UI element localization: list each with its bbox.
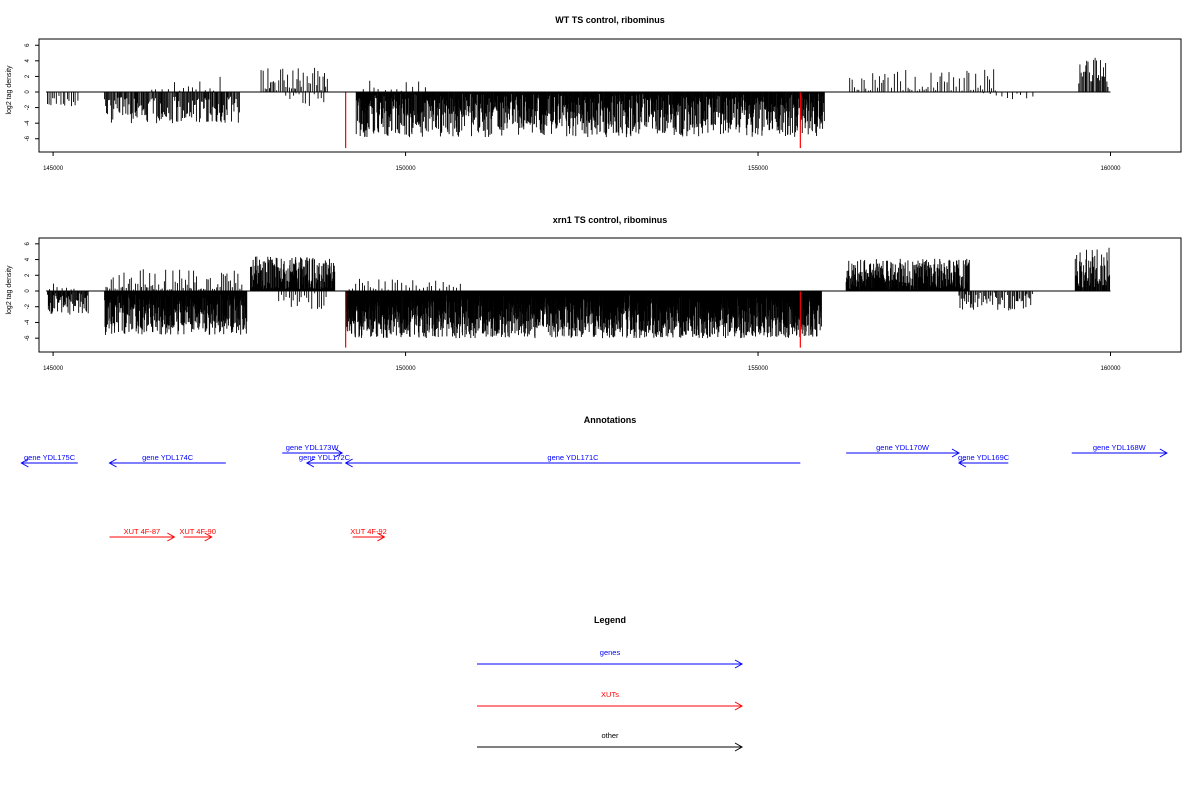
feature-label: gene YDL173W (286, 443, 340, 452)
annotations-track: Annotations gene YDL175C gene YDL174C gene… (20, 415, 1168, 542)
feature-label: XUT 4F-90 (179, 527, 216, 536)
wt-ytick-label: 4 (25, 58, 31, 62)
wt-ytick-label: -4 (25, 120, 31, 126)
legend-arrow-head (734, 701, 744, 711)
xrn1-ytick-label: -4 (25, 319, 31, 325)
feature-label: gene YDL171C (547, 453, 599, 462)
xrn1-xtick-label: 160000 (1100, 366, 1121, 372)
legend-label: genes (600, 648, 621, 657)
xrn1-ytick-label: 4 (25, 257, 31, 261)
feature-gene: gene YDL175C (20, 453, 78, 468)
legend-item: XUTs (477, 690, 744, 711)
feature-label: gene YDL169C (958, 453, 1010, 462)
legend-items: genes XUTs other (477, 648, 744, 752)
legend-title: Legend (594, 615, 626, 625)
wt-panel-ylabel: log2 tag density (6, 65, 13, 115)
wt-bars (47, 57, 1109, 149)
xrn1-bars (47, 247, 1111, 348)
feature-label: gene YDL174C (142, 453, 194, 462)
wt-xtick-label: 145000 (43, 166, 64, 172)
feature-label: gene YDL170W (876, 443, 930, 452)
xrn1-panel-title: xrn1 TS control, ribominus (553, 215, 668, 225)
feature-gene: gene YDL168W (1071, 443, 1168, 458)
xrn1-x-axis: 145000 150000 155000 160000 (43, 352, 1121, 372)
wt-ytick-label: 0 (25, 90, 31, 94)
xrn1-xtick-label: 145000 (43, 366, 64, 372)
feature-gene: gene YDL170W (846, 443, 960, 458)
feature-gene: gene YDL172C (299, 453, 351, 468)
feature-arrow-head (344, 458, 353, 468)
feature-arrow-head (951, 448, 960, 458)
xrn1-ytick-label: 6 (25, 241, 31, 245)
xrn1-ytick-label: -6 (25, 335, 31, 341)
wt-y-axis: -6 -4 -2 0 2 4 6 (25, 43, 39, 141)
xrn1-xtick-label: 155000 (748, 366, 769, 372)
legend-arrow-head (734, 742, 744, 752)
wt-plot-frame (38, 38, 1182, 153)
feature-label: gene YDL175C (24, 453, 76, 462)
feature-arrow-head (108, 458, 117, 468)
legend-label: XUTs (601, 690, 619, 699)
feature-xut: XUT 4F-87 (109, 527, 176, 542)
feature-xut: XUT 4F-92 (350, 527, 387, 542)
wt-xtick-label: 160000 (1100, 166, 1121, 172)
legend-item: genes (477, 648, 744, 669)
xrn1-panel: xrn1 TS control, ribominus log2 tag dens… (6, 215, 1182, 372)
wt-ytick-label: -2 (25, 104, 31, 110)
feature-arrow-head (334, 448, 344, 458)
xrn1-ytick-label: -2 (25, 303, 31, 309)
wt-xtick-label: 155000 (748, 166, 769, 172)
feature-arrow-head (305, 458, 315, 468)
feature-gene: gene YDL174C (108, 453, 226, 468)
wt-ytick-label: 2 (25, 74, 31, 78)
feature-gene: gene YDL169C (957, 453, 1010, 468)
xrn1-xtick-label: 150000 (396, 366, 417, 372)
feature-gene: gene YDL173W (282, 443, 344, 458)
feature-label: XUT 4F-92 (350, 527, 387, 536)
feature-label: gene YDL172C (299, 453, 351, 462)
legend: Legend genes XUTs other (477, 615, 744, 752)
wt-xtick-label: 150000 (396, 166, 417, 172)
feature-arrow-head (167, 532, 176, 542)
feature-arrow-head (1159, 448, 1168, 458)
xrn1-y-axis: -6 -4 -2 0 2 4 6 (25, 241, 39, 341)
annotations-title: Annotations (584, 415, 637, 425)
feature-arrow-head (20, 458, 29, 468)
xrn1-panel-ylabel: log2 tag density (6, 265, 13, 315)
feature-gene: gene YDL171C (344, 453, 801, 468)
legend-item: other (477, 731, 744, 752)
xrn1-plot-frame (38, 237, 1182, 353)
feature-label: gene YDL168W (1093, 443, 1147, 452)
legend-arrow-head (734, 659, 744, 669)
wt-panel-title: WT TS control, ribominus (555, 15, 665, 25)
feature-label: XUT 4F-87 (124, 527, 161, 536)
wt-ytick-label: -6 (25, 135, 31, 141)
xrn1-ytick-label: 2 (25, 273, 31, 277)
feature-xut: XUT 4F-90 (179, 527, 216, 542)
feature-arrow-head (377, 532, 386, 542)
xrn1-ytick-label: 0 (25, 289, 31, 293)
feature-arrow-head (957, 458, 967, 468)
feature-arrow-head (204, 532, 213, 542)
legend-label: other (601, 731, 619, 740)
wt-panel: WT TS control, ribominus log2 tag densit… (6, 15, 1182, 172)
wt-x-axis: 145000 150000 155000 160000 (43, 152, 1121, 172)
wt-ytick-label: 6 (25, 43, 31, 47)
